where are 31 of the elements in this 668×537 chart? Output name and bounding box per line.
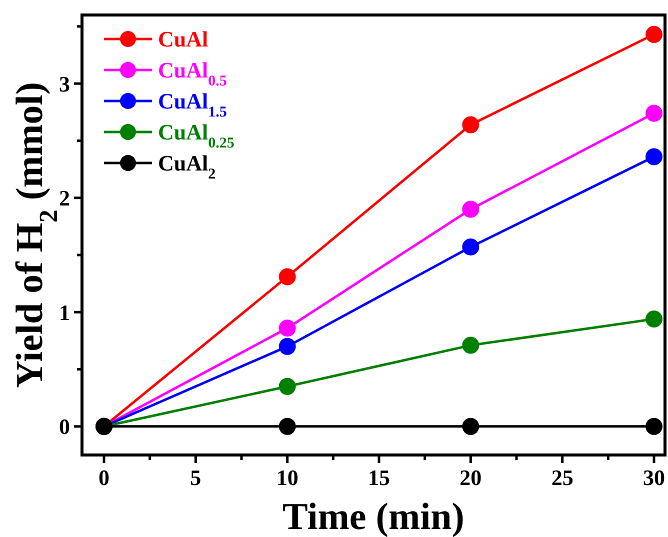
point bbox=[646, 418, 662, 435]
x-axis-title: Time (min) bbox=[282, 496, 464, 537]
x-tick-label: 10 bbox=[276, 465, 298, 490]
x-tick-label: 20 bbox=[460, 465, 482, 490]
point bbox=[646, 26, 662, 43]
x-tick-label: 30 bbox=[643, 465, 665, 490]
point bbox=[646, 104, 662, 122]
point bbox=[462, 418, 480, 435]
point bbox=[646, 310, 662, 328]
point bbox=[462, 336, 480, 354]
y-tick-label: 0 bbox=[59, 414, 70, 440]
legend-label: CuAl$_{1.5}$ bbox=[158, 88, 227, 121]
x-tick-label: 15 bbox=[368, 465, 390, 490]
point bbox=[462, 238, 480, 256]
point bbox=[278, 268, 296, 286]
point bbox=[462, 116, 480, 134]
legend-label: CuAl$_{0.25}$ bbox=[158, 120, 234, 152]
point bbox=[278, 378, 296, 395]
x-tick-label: 0 bbox=[98, 465, 110, 490]
legend-label: CuAl$_{0.5}$ bbox=[158, 58, 227, 90]
x-tick-label: 5 bbox=[190, 465, 202, 490]
point bbox=[278, 418, 296, 435]
point bbox=[278, 320, 296, 337]
point bbox=[646, 148, 662, 166]
y-tick-label: 2 bbox=[59, 186, 70, 211]
point bbox=[278, 338, 296, 355]
x-tick-label: 25 bbox=[551, 465, 574, 490]
y-tick-label: 1 bbox=[59, 300, 70, 325]
legend-label: CuAl$_{2}$ bbox=[158, 150, 216, 183]
legend-label: CuAl bbox=[158, 26, 208, 52]
point bbox=[462, 200, 480, 218]
